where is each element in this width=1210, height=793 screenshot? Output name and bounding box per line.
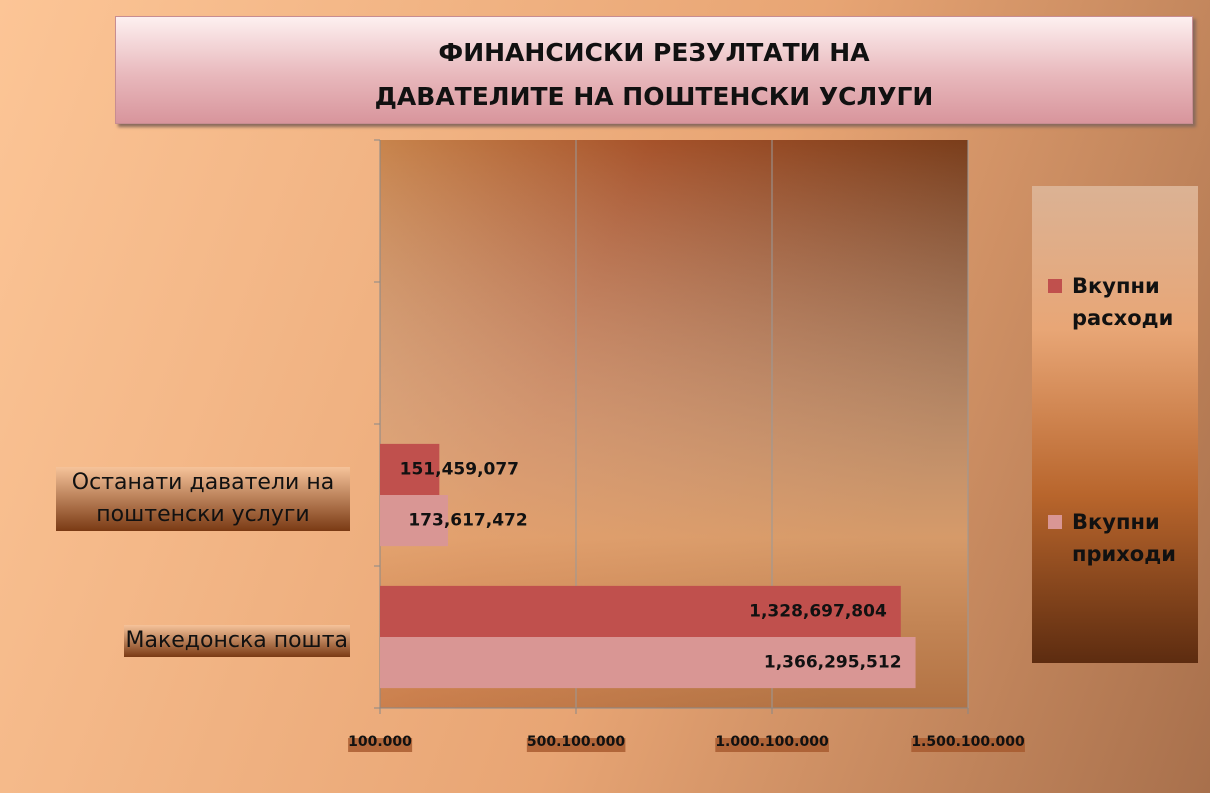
- value-label: 1,366,295,512: [764, 653, 902, 673]
- legend-swatch: [1048, 515, 1062, 529]
- legend-label: Вкупни приходи: [1072, 510, 1176, 566]
- x-tick-label-bg: [911, 738, 1025, 752]
- legend: Вкупни расходи Вкупни приходи: [1032, 186, 1198, 663]
- legend-swatch: [1048, 279, 1062, 293]
- x-tick-label: 1.500.100.000: [911, 734, 1025, 750]
- x-tick-label-bg: [526, 738, 626, 752]
- category-label: Останати даватели на поштенски услуги: [56, 467, 350, 531]
- bar: [380, 443, 440, 495]
- bar: [380, 585, 901, 637]
- category-label: Македонска пошта: [123, 625, 350, 657]
- x-tick-label-bg: [348, 738, 413, 752]
- x-tick-label: 500.100.000: [527, 734, 626, 750]
- value-label: 1,328,697,804: [749, 601, 887, 621]
- legend-item: Вкупни приходи: [1048, 506, 1192, 570]
- x-tick-label: 1.000.100.000: [715, 734, 829, 750]
- value-label: 173,617,472: [408, 511, 527, 531]
- x-tick-label: 100.000: [348, 734, 412, 750]
- bar: [380, 495, 449, 547]
- legend-label: Вкупни расходи: [1072, 274, 1174, 330]
- legend-item: Вкупни расходи: [1048, 270, 1192, 334]
- value-label: 151,459,077: [400, 459, 519, 479]
- x-tick-label-bg: [715, 738, 829, 752]
- chart-title: ФИНАНСИСКИ РЕЗУЛТАТИ НА ДАВАТЕЛИТЕ НА ПО…: [115, 16, 1193, 124]
- bar: [380, 637, 916, 689]
